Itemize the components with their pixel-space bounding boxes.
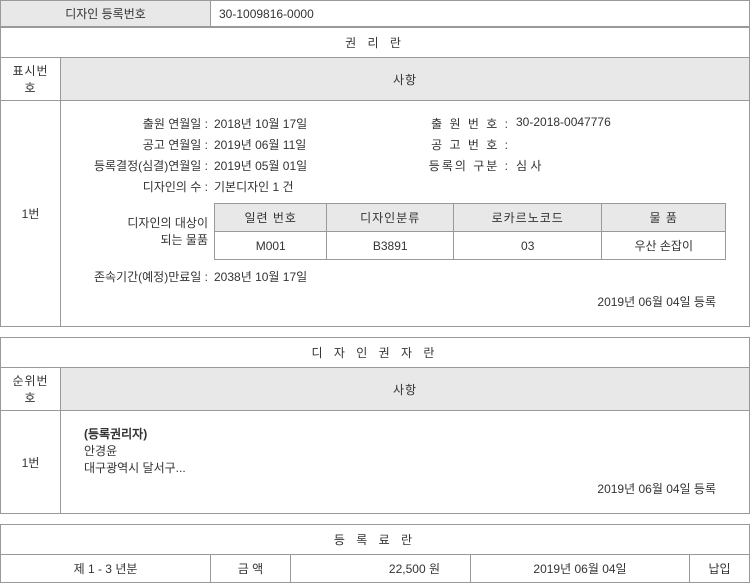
reg-no-label: 디자인 등록번호 <box>1 1 211 27</box>
app-date-label: 출원 연월일 <box>84 115 214 132</box>
fee-date: 2019년 06월 04일 <box>471 555 690 583</box>
fee-amount: 22,500 원 <box>291 555 471 583</box>
app-no: 30-2018-0047776 <box>516 115 726 132</box>
subject-label: 디자인의 대상이 되는 물품 <box>84 203 214 260</box>
holder-title: 디 자 인 권 자 란 <box>1 338 750 368</box>
holder-type: (등록권리자) <box>84 425 726 442</box>
expire-date: 2038년 10월 17일 <box>214 268 726 285</box>
subject-label-2: 되는 물품 <box>84 232 208 249</box>
cell-serial: M001 <box>215 232 327 260</box>
reg-type: 심 사 <box>516 157 726 174</box>
holder-footer-date: 2019년 06월 04일 등록 <box>84 476 726 499</box>
fee-section: 등 록 료 란 제 1 - 3 년분 금 액 22,500 원 2019년 06… <box>0 524 750 583</box>
app-no-label: 출 원 번 호 <box>426 115 516 132</box>
subject-label-1: 디자인의 대상이 <box>84 215 208 232</box>
pub-no-label: 공 고 번 호 <box>426 136 516 153</box>
design-count-label: 디자인의 수 <box>84 178 214 195</box>
col-item: 물 품 <box>602 204 726 232</box>
dec-date: 2019년 05월 01일 <box>214 157 426 174</box>
pub-date-label: 공고 연월일 <box>84 136 214 153</box>
col-serial: 일련 번호 <box>215 204 327 232</box>
expire-label: 존속기간(예정)만료일 <box>84 268 214 285</box>
pub-date: 2019년 06월 11일 <box>214 136 426 153</box>
cell-item: 우산 손잡이 <box>602 232 726 260</box>
registration-table: 디자인 등록번호 30-1009816-0000 <box>0 0 750 27</box>
design-count: 기본디자인 1 건 <box>214 178 726 195</box>
fee-period: 제 1 - 3 년분 <box>1 555 211 583</box>
app-date: 2018년 10월 17일 <box>214 115 426 132</box>
rights-title: 권 리 란 <box>1 28 750 58</box>
col-class: 디자인분류 <box>327 204 454 232</box>
fee-amount-label: 금 액 <box>211 555 291 583</box>
rights-section: 권 리 란 표시번호 사항 1번 출원 연월일 2018년 10월 17일 출 … <box>0 27 750 327</box>
rank-no-header: 순위번호 <box>1 368 61 411</box>
reg-no-value: 30-1009816-0000 <box>211 1 750 27</box>
holder-name: 안경윤 <box>84 442 726 459</box>
rank-no: 1번 <box>1 411 61 514</box>
dec-date-label: 등록결정(심결)연월일 <box>84 157 214 174</box>
display-no-header: 표시번호 <box>1 58 61 101</box>
rights-detail-cell: 출원 연월일 2018년 10월 17일 출 원 번 호 30-2018-004… <box>61 101 750 327</box>
detail-header: 사항 <box>61 58 750 101</box>
cell-class: B3891 <box>327 232 454 260</box>
subject-table: 일련 번호 디자인분류 로카르노코드 물 품 M001 B3891 03 우산 <box>214 203 726 260</box>
holder-detail-header: 사항 <box>61 368 750 411</box>
holder-address: 대구광역시 달서구... <box>84 459 726 476</box>
col-locarno: 로카르노코드 <box>453 204 602 232</box>
table-row: M001 B3891 03 우산 손잡이 <box>215 232 726 260</box>
cell-locarno: 03 <box>453 232 602 260</box>
pub-no <box>516 136 726 153</box>
display-no: 1번 <box>1 101 61 327</box>
holder-detail-cell: (등록권리자) 안경윤 대구광역시 달서구... 2019년 06월 04일 등… <box>61 411 750 514</box>
reg-type-label: 등록의 구분 <box>426 157 516 174</box>
fee-status: 납입 <box>690 555 750 583</box>
rights-footer-date: 2019년 06월 04일 등록 <box>84 289 726 312</box>
holder-section: 디 자 인 권 자 란 순위번호 사항 1번 (등록권리자) 안경윤 대구광역시… <box>0 337 750 514</box>
fee-title: 등 록 료 란 <box>1 525 750 555</box>
